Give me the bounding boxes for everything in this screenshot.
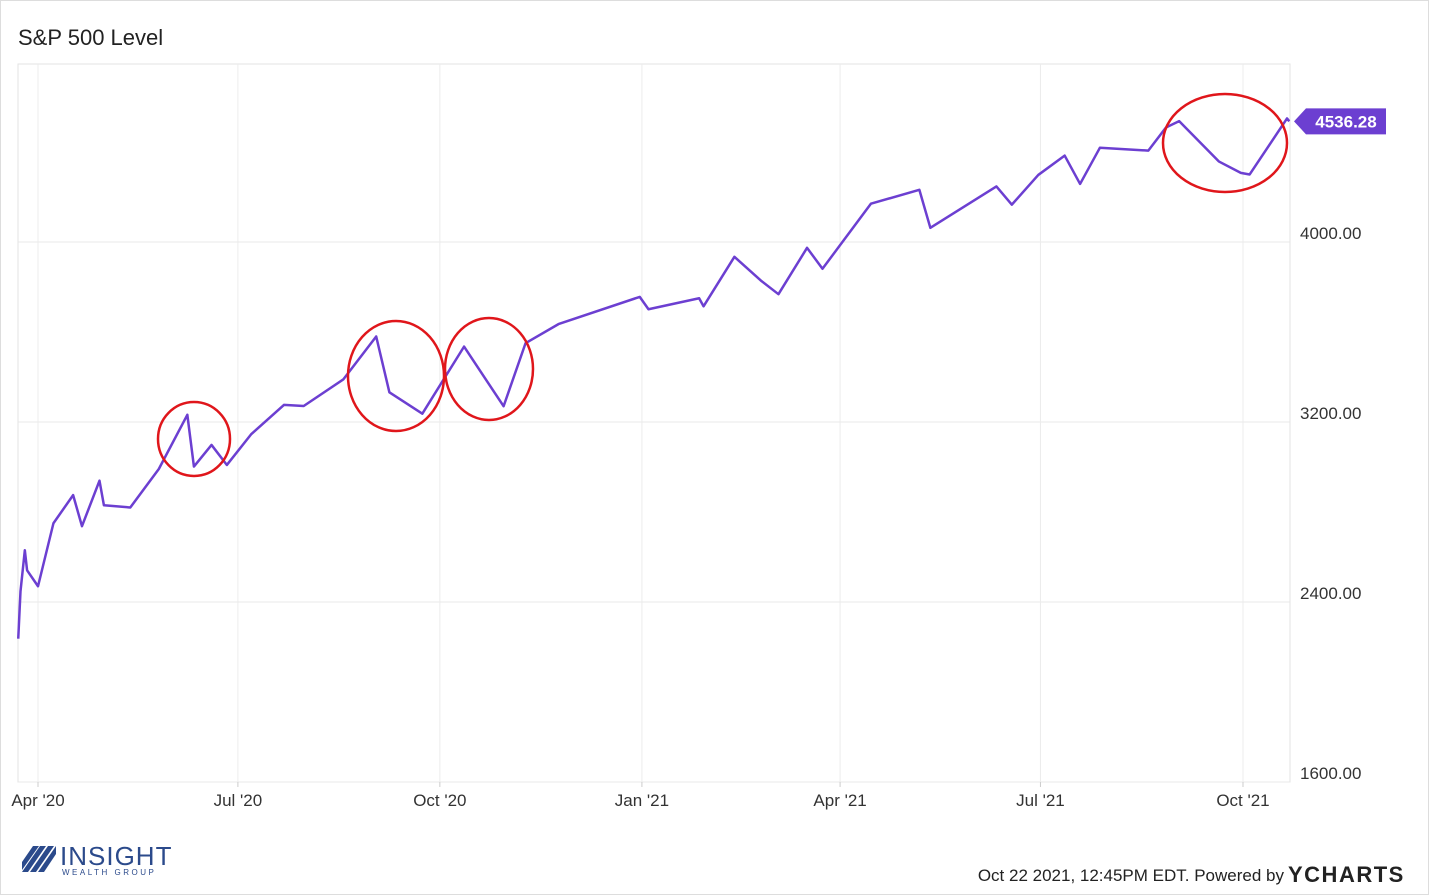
series-line <box>16 117 1291 639</box>
x-tick-label: Oct '21 <box>1216 791 1269 810</box>
last-value-box <box>1294 108 1386 135</box>
highlight-circle <box>346 319 446 433</box>
chart-title: S&P 500 Level <box>18 25 163 50</box>
x-tick-label: Jul '20 <box>214 791 263 810</box>
logo: INSIGHT WEALTH GROUP <box>22 841 172 877</box>
y-tick-label: 3200.00 <box>1300 404 1361 423</box>
x-tick-label: Jul '21 <box>1016 791 1065 810</box>
x-tick-label: Jan '21 <box>615 791 669 810</box>
grid: 1600.00 2400.00 3200.00 4000.00 Apr '20 Jul '… <box>11 64 1361 810</box>
y-tick-label: 4000.00 <box>1300 224 1361 243</box>
y-tick-label: 2400.00 <box>1300 584 1361 603</box>
x-tick-label: Apr '21 <box>813 791 866 810</box>
highlight-circle <box>1161 92 1289 194</box>
logo-name: INSIGHT <box>60 841 172 871</box>
annotations <box>156 92 1289 478</box>
x-tick-label: Apr '20 <box>11 791 64 810</box>
marks: 4536.28 <box>16 108 1386 639</box>
last-value-label: 4536.28 <box>1315 112 1376 131</box>
y-tick-label: 1600.00 <box>1300 764 1361 783</box>
highlight-circle <box>443 316 535 422</box>
footer: Oct 22 2021, 12:45PM EDT. Powered by <box>978 866 1285 885</box>
x-tick-label: Oct '20 <box>413 791 466 810</box>
logo-mark <box>22 846 56 872</box>
highlight-circle <box>156 400 232 478</box>
brand: YCHARTS <box>1288 862 1405 887</box>
logo-sub: WEALTH GROUP <box>62 868 156 877</box>
